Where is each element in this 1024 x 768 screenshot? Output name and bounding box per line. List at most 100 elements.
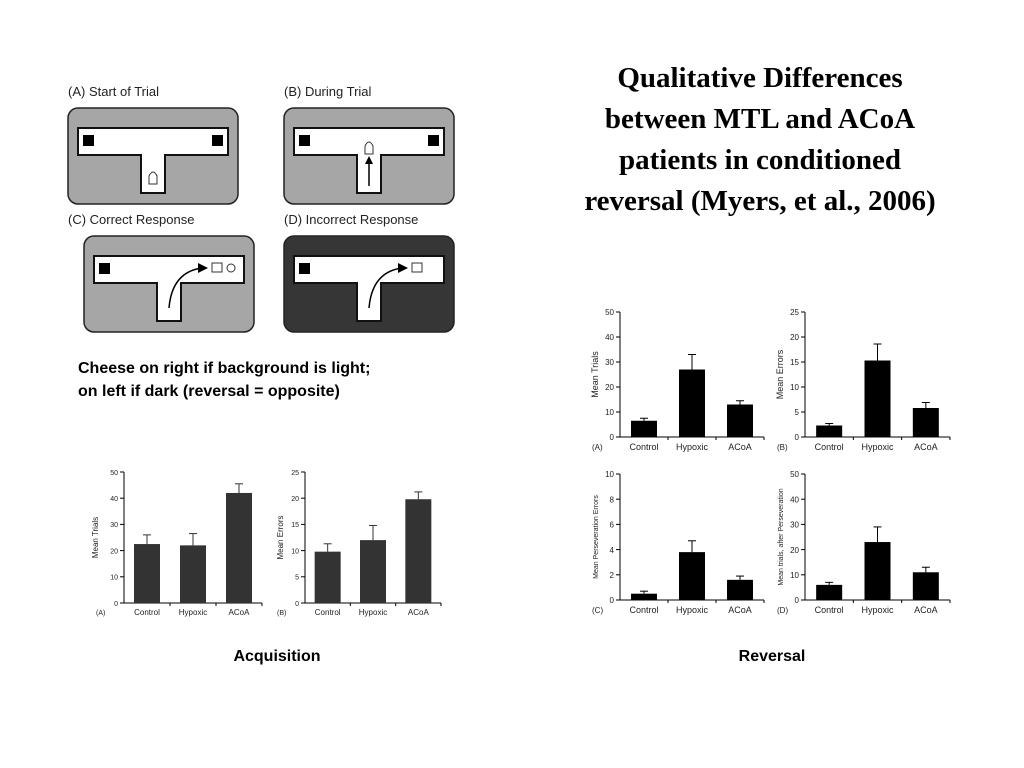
- title-line-4: reversal (Myers, et al., 2006): [584, 185, 936, 217]
- bar-acoa: [226, 492, 252, 603]
- bar-hypoxic: [360, 540, 386, 603]
- rat-icon: [148, 171, 158, 185]
- maze-panel-label-0: (A) Start of Trial: [68, 84, 159, 99]
- bar-acoa: [727, 404, 753, 437]
- left-goal-square: [99, 263, 110, 274]
- bar-control: [631, 593, 657, 600]
- x-tick-label-control: Control: [815, 605, 844, 615]
- y-tick-label: 15: [790, 358, 799, 367]
- y-tick-label: 15: [291, 522, 299, 529]
- y-tick-label: 50: [110, 470, 118, 477]
- curved-arrow-head: [198, 263, 208, 273]
- y-tick-label: 0: [610, 433, 615, 442]
- y-tick-label: 20: [291, 496, 299, 503]
- rat-icon: [211, 262, 223, 273]
- maze-panel-1: [283, 107, 455, 205]
- curved-arrow-icon: [168, 267, 203, 309]
- x-tick-label-control: Control: [815, 442, 844, 452]
- panel-letter: (C): [592, 606, 603, 615]
- y-tick-label: 25: [291, 470, 299, 477]
- y-tick-label: 20: [605, 383, 614, 392]
- bar-hypoxic: [679, 552, 705, 600]
- y-axis-label: Mean trials, after Perseveration: [778, 488, 785, 585]
- y-tick-label: 0: [795, 433, 800, 442]
- reversal-chart-errors: 0 5 10 15 20 25 Mean Errors Control Hypoxic ACoA (…: [775, 308, 951, 452]
- right-goal-square: [428, 135, 439, 146]
- x-tick-label-hypoxic: Hypoxic: [861, 442, 894, 452]
- curved-arrow-icon: [368, 267, 403, 309]
- maze-track: [93, 255, 245, 322]
- y-axis-label: Mean Perseveration Errors: [593, 495, 600, 579]
- caption-line-1: Cheese on right if background is light;: [78, 360, 371, 377]
- x-tick-label-acoa: ACoA: [408, 608, 430, 617]
- y-tick-label: 4: [610, 546, 615, 555]
- y-tick-label: 6: [610, 521, 615, 530]
- x-tick-label-acoa: ACoA: [229, 608, 251, 617]
- rat-icon: [364, 141, 374, 155]
- y-tick-label: 2: [610, 571, 615, 580]
- x-tick-label-control: Control: [134, 608, 160, 617]
- maze-panel-label-2: (C) Correct Response: [68, 212, 194, 227]
- y-tick-label: 50: [790, 470, 799, 479]
- y-tick-label: 40: [790, 495, 799, 504]
- y-tick-label: 40: [110, 496, 118, 503]
- slide-title: Qualitative Differences between MTL and …: [540, 58, 980, 222]
- bar-acoa: [727, 579, 753, 600]
- panel-letter: (D): [777, 606, 788, 615]
- bar-control: [314, 551, 341, 603]
- y-axis-label: Mean Errors: [775, 349, 785, 399]
- bar-control: [134, 544, 160, 603]
- bar-acoa: [405, 499, 432, 603]
- panel-letter: (B): [777, 443, 788, 452]
- y-tick-label: 20: [110, 548, 118, 555]
- up-arrow-head: [365, 156, 373, 164]
- title-line-2: between MTL and ACoA: [604, 103, 916, 135]
- reversal-chart-trials: 0 10 20 30 40 50 Mean Trials Control Hypoxic ACoA…: [590, 308, 765, 452]
- title-line-3: patients in conditioned: [619, 144, 901, 176]
- y-tick-label: 0: [295, 601, 299, 608]
- y-tick-label: 8: [610, 495, 615, 504]
- reversal-chart-trials-after-perseveration: 0 10 20 30 40 50 Mean trials, after Perseverat…: [777, 470, 951, 615]
- y-tick-label: 0: [610, 596, 615, 605]
- y-tick-label: 5: [295, 575, 299, 582]
- curved-arrow-head: [398, 263, 408, 273]
- y-tick-label: 25: [790, 308, 799, 317]
- panel-letter: (B): [277, 610, 286, 617]
- bar-hypoxic: [180, 545, 206, 603]
- bar-acoa: [912, 572, 939, 600]
- bar-hypoxic: [679, 369, 705, 437]
- maze-panel-label-3: (D) Incorrect Response: [284, 212, 418, 227]
- y-tick-label: 0: [795, 596, 800, 605]
- y-tick-label: 10: [605, 408, 614, 417]
- maze-track: [293, 255, 445, 322]
- y-tick-label: 10: [790, 571, 799, 580]
- bar-control: [816, 584, 843, 600]
- x-tick-label-hypoxic: Hypoxic: [676, 605, 709, 615]
- bar-hypoxic: [864, 360, 891, 437]
- maze-panel-2: [83, 235, 255, 333]
- y-tick-label: 30: [110, 522, 118, 529]
- maze-caption: Cheese on right if background is light; …: [78, 357, 370, 403]
- y-tick-label: 10: [605, 470, 614, 479]
- left-goal-square: [83, 135, 94, 146]
- x-tick-label-hypoxic: Hypoxic: [359, 608, 387, 617]
- x-tick-label-hypoxic: Hypoxic: [676, 442, 709, 452]
- bar-control: [816, 425, 843, 437]
- right-goal-square: [212, 135, 223, 146]
- rat-icon: [411, 262, 423, 273]
- x-tick-label-acoa: ACoA: [728, 442, 752, 452]
- x-tick-label-acoa: ACoA: [914, 605, 938, 615]
- y-tick-label: 40: [605, 333, 614, 342]
- x-tick-label-control: Control: [629, 605, 658, 615]
- x-tick-label-acoa: ACoA: [728, 605, 752, 615]
- x-tick-label-control: Control: [315, 608, 341, 617]
- reversal-label: Reversal: [738, 648, 806, 665]
- cheese-icon: [226, 263, 236, 273]
- maze-panel-label-1: (B) During Trial: [284, 84, 372, 99]
- y-axis-label: Mean Trials: [91, 517, 100, 558]
- y-tick-label: 30: [790, 521, 799, 530]
- x-tick-label-hypoxic: Hypoxic: [179, 608, 207, 617]
- bar-hypoxic: [864, 542, 891, 600]
- x-tick-label-acoa: ACoA: [914, 442, 938, 452]
- bar-control: [631, 420, 657, 437]
